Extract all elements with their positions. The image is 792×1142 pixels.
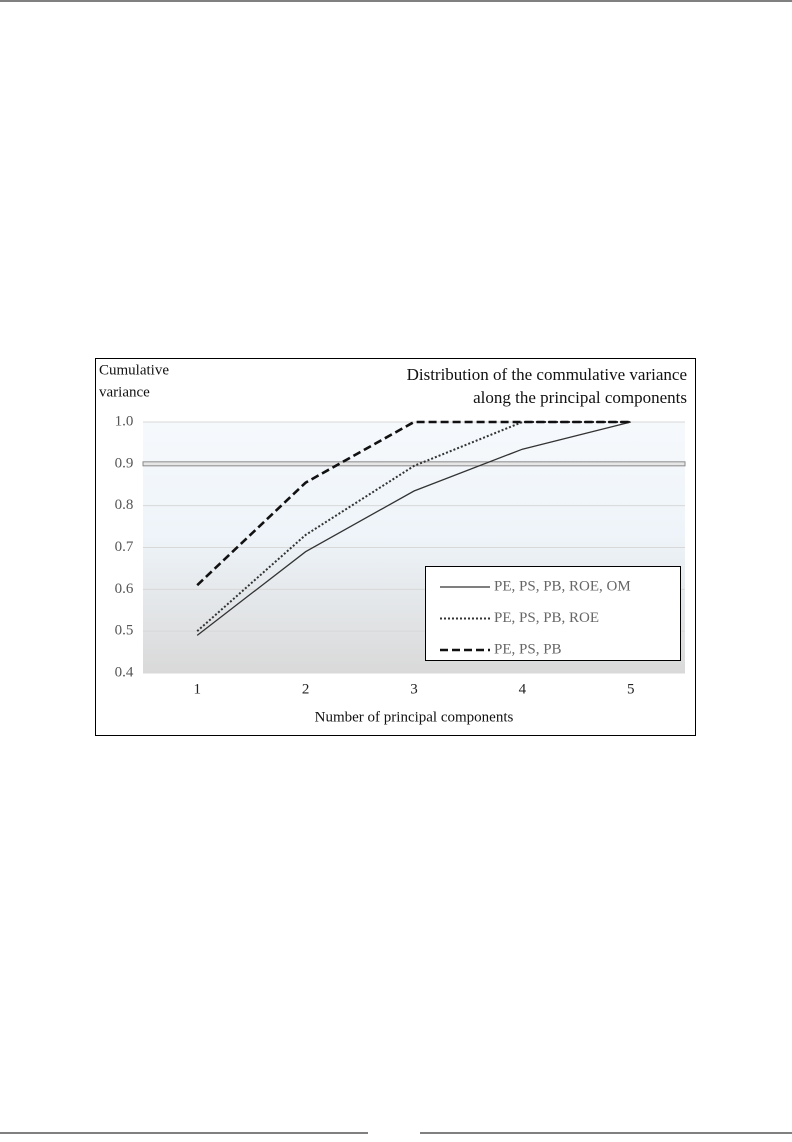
x-tick-label: 5 bbox=[627, 681, 635, 697]
y-tick-label: 0.9 bbox=[115, 455, 134, 471]
legend-label: PE, PS, PB, ROE bbox=[494, 610, 599, 626]
y-axis-label: variance bbox=[99, 384, 150, 400]
x-tick-label: 3 bbox=[410, 681, 418, 697]
y-tick-label: 0.7 bbox=[115, 539, 134, 555]
series-line bbox=[196, 421, 631, 636]
legend-label: PE, PS, PB, ROE, OM bbox=[494, 578, 631, 594]
x-axis-label: Number of principal components bbox=[315, 709, 514, 725]
series-line bbox=[196, 420, 631, 587]
series-line bbox=[196, 421, 631, 632]
x-tick-label: 4 bbox=[519, 681, 527, 697]
y-axis-label: Cumulative bbox=[99, 362, 169, 378]
y-tick-label: 0.5 bbox=[115, 623, 134, 639]
chart-title: Distribution of the commulative variance bbox=[407, 365, 687, 384]
y-tick-label: 0.6 bbox=[115, 581, 134, 597]
x-tick-label: 2 bbox=[302, 681, 310, 697]
chart-title: along the principal components bbox=[473, 388, 687, 407]
y-tick-label: 0.8 bbox=[115, 497, 134, 513]
legend-label: PE, PS, PB bbox=[494, 641, 562, 657]
y-tick-label: 0.4 bbox=[115, 664, 134, 680]
y-tick-label: 1.0 bbox=[115, 413, 134, 429]
legend-box bbox=[425, 566, 681, 661]
x-tick-label: 1 bbox=[193, 681, 201, 697]
